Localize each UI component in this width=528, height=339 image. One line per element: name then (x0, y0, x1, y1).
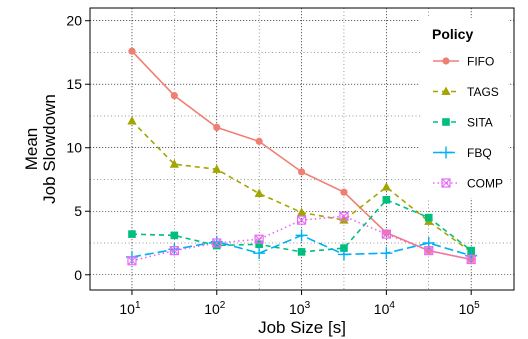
x-tick-label: 105 (459, 300, 481, 317)
legend-background (420, 18, 508, 198)
data-point (212, 238, 222, 248)
legend-marker (442, 118, 450, 126)
data-point (128, 47, 136, 55)
legend-marker (442, 57, 450, 65)
data-point (170, 231, 179, 240)
legend-item-tags: TAGS (433, 85, 499, 99)
data-point (424, 246, 434, 256)
data-point (255, 137, 263, 145)
legend-item-fbq: FBQ (433, 146, 492, 160)
data-point (381, 229, 391, 239)
data-point (127, 116, 137, 125)
data-point (170, 92, 178, 100)
data-point (297, 168, 306, 176)
data-point (128, 230, 136, 238)
data-point (381, 182, 391, 191)
data-point (254, 188, 264, 197)
legend: Policy FIFO TAGS SITA FBQ COMP (420, 18, 508, 198)
legend-label: SITA (467, 116, 493, 130)
series-comp (127, 211, 476, 266)
x-axis-title: Job Size [s] (258, 318, 346, 337)
x-tick-label: 103 (289, 300, 311, 317)
data-point (296, 215, 307, 225)
legend-marker (440, 146, 452, 159)
data-point (340, 188, 348, 196)
legend-label: COMP (467, 177, 503, 191)
data-point (339, 211, 349, 221)
legend-item-sita: SITA (433, 116, 493, 130)
data-point (295, 229, 308, 242)
data-point (254, 234, 264, 244)
x-tick-label: 104 (374, 300, 396, 317)
y-axis-title-line2: Job Slowdown (40, 94, 59, 204)
data-point (255, 240, 263, 249)
data-point (382, 196, 391, 204)
y-tick-label: 10 (66, 140, 82, 156)
axes: 0 5 10 15 20 101 102 103 104 105 (66, 13, 480, 317)
data-point (380, 247, 393, 260)
series-tags (127, 116, 476, 256)
series-group (125, 47, 478, 266)
data-point (169, 246, 179, 256)
data-point (296, 207, 307, 217)
legend-item-fifo: FIFO (433, 55, 494, 69)
legend-marker (441, 178, 451, 188)
data-point (424, 213, 433, 222)
data-point (127, 256, 137, 266)
data-point (337, 248, 350, 261)
data-point (340, 244, 348, 252)
data-point (169, 159, 179, 168)
legend-label: FIFO (467, 55, 494, 69)
x-tick-label: 101 (119, 300, 141, 317)
legend-marker (441, 86, 451, 95)
y-tick-label: 5 (74, 203, 82, 219)
y-tick-label: 15 (66, 76, 82, 92)
y-axis-title-line1: Mean (22, 128, 41, 171)
data-point (466, 254, 476, 265)
data-point (212, 164, 222, 173)
legend-item-comp: COMP (433, 177, 503, 191)
data-point (253, 247, 266, 260)
legend-label: TAGS (467, 85, 499, 99)
legend-title: Policy (432, 26, 473, 42)
data-point (297, 248, 306, 256)
data-point (339, 215, 349, 224)
x-tick-label: 102 (204, 300, 226, 317)
legend-label: FBQ (467, 146, 492, 160)
y-tick-label: 0 (74, 267, 82, 283)
data-point (213, 123, 221, 132)
y-tick-label: 20 (66, 13, 82, 29)
